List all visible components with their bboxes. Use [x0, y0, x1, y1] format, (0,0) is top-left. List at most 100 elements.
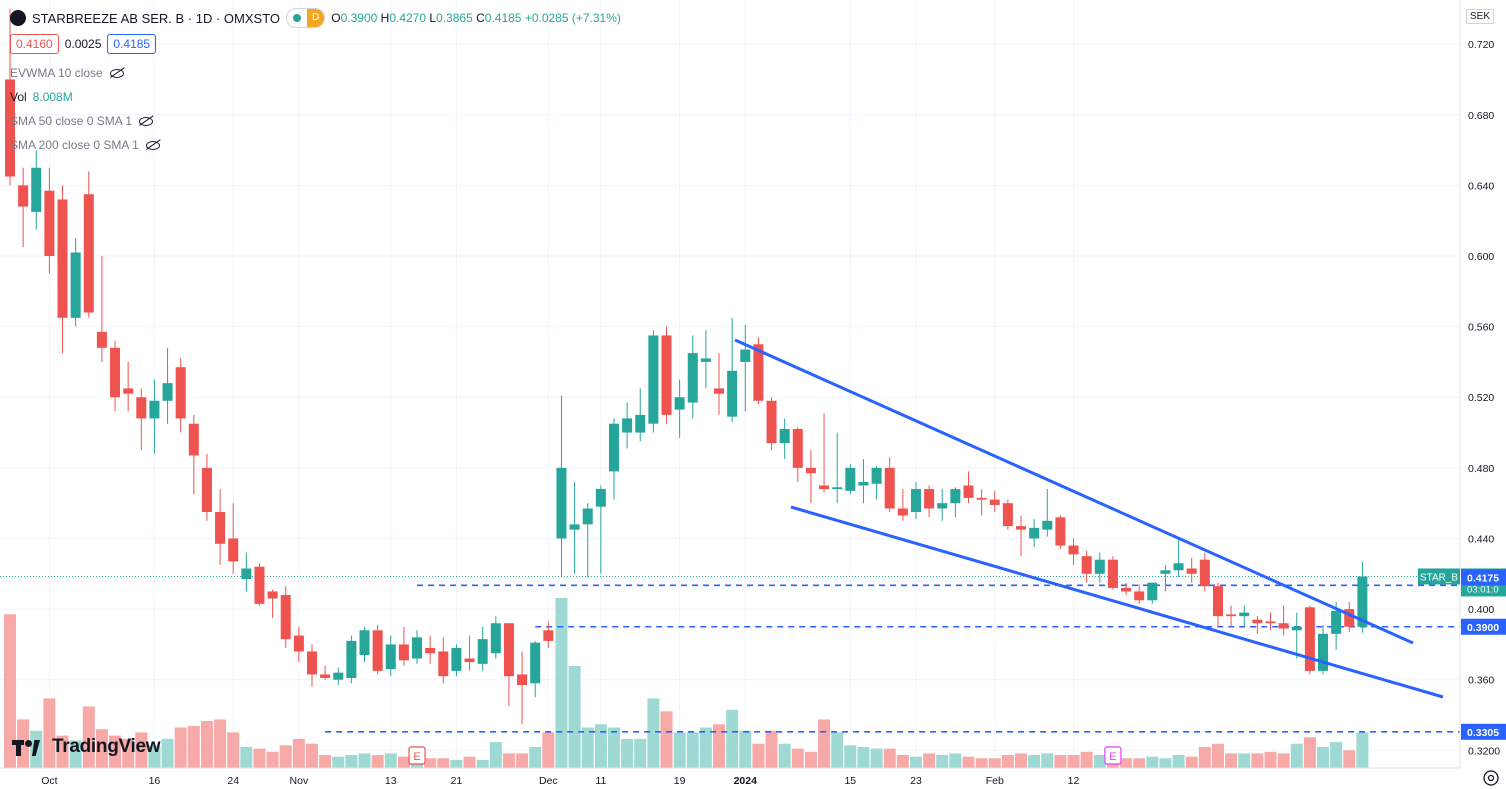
- volume-bar: [1303, 737, 1316, 768]
- volume-bar: [660, 711, 673, 768]
- volume-bar: [713, 724, 726, 768]
- volume-bar: [1120, 758, 1133, 768]
- volume-bar: [791, 748, 804, 768]
- candle-body: [989, 499, 1000, 505]
- candle-body: [1081, 556, 1092, 574]
- price-tick-label: 0.3200: [1468, 745, 1500, 757]
- earnings-marker[interactable]: E: [1104, 746, 1122, 765]
- candle-body: [490, 623, 501, 654]
- volume-bar: [1251, 753, 1264, 768]
- volume-bar: [1041, 753, 1054, 768]
- upper-trendline[interactable]: [734, 338, 1414, 645]
- settings-icon[interactable]: [1483, 770, 1499, 786]
- date-tick-label: Nov: [290, 775, 309, 787]
- candle-body: [1121, 587, 1132, 592]
- currency-button[interactable]: SEK: [1466, 9, 1495, 24]
- candle-body: [832, 487, 843, 490]
- price-tick-label: 0.560: [1468, 322, 1494, 334]
- candle-body: [346, 640, 357, 678]
- volume-bar: [384, 753, 397, 768]
- candle-body: [937, 503, 948, 509]
- volume-bar: [542, 732, 555, 768]
- candle-body: [1160, 570, 1171, 574]
- volume-bar: [1356, 732, 1369, 768]
- price-axis[interactable]: [1459, 0, 1506, 768]
- indicator-sma200[interactable]: SMA 200 close 0 SMA 1: [10, 138, 161, 152]
- date-tick-label: 12: [1068, 775, 1080, 787]
- volume-bar: [568, 666, 581, 768]
- symbol-title[interactable]: STARBREEZE AB SER. B · 1D · OMXSTO: [32, 10, 281, 26]
- candle-body: [438, 651, 449, 677]
- volume-bar: [752, 743, 765, 768]
- earnings-marker[interactable]: E: [408, 746, 426, 765]
- price-tick-label: 0.680: [1468, 110, 1494, 122]
- candle-body: [661, 335, 672, 415]
- eye-hidden-icon[interactable]: [109, 68, 125, 78]
- volume-bar: [279, 745, 292, 768]
- trendlines[interactable]: [734, 338, 1444, 699]
- candle-body: [359, 630, 370, 656]
- candle-body: [57, 199, 68, 318]
- ticker-label: STAR_B: [1420, 572, 1458, 583]
- volume-bar: [1343, 750, 1356, 768]
- volume-bar: [883, 748, 896, 768]
- volume-bar: [896, 755, 909, 768]
- eye-hidden-icon[interactable]: [138, 116, 154, 126]
- candle-body: [267, 591, 278, 599]
- volume-bar: [345, 755, 358, 768]
- eye-hidden-icon[interactable]: [145, 140, 161, 150]
- tradingview-logo[interactable]: TradingView: [12, 736, 161, 758]
- candle-body: [1331, 610, 1342, 634]
- price-tick-label: 0.720: [1468, 39, 1494, 51]
- indicator-sma50[interactable]: SMA 50 close 0 SMA 1: [10, 114, 154, 128]
- candle-body: [1212, 586, 1223, 617]
- volume-bar: [1159, 758, 1172, 768]
- candle-body: [819, 485, 830, 490]
- volume-bar: [949, 753, 962, 768]
- volume-bar: [686, 732, 699, 768]
- candle-body: [31, 167, 42, 212]
- candle-body: [1094, 559, 1105, 574]
- volume-bar: [69, 740, 82, 768]
- candle-body: [1239, 612, 1250, 617]
- candle-body: [1291, 626, 1302, 631]
- volume-bar: [870, 748, 883, 768]
- candle-body: [5, 79, 15, 177]
- volume-bar: [988, 758, 1001, 768]
- market-status-pill[interactable]: D: [286, 8, 326, 28]
- date-tick-label: 15: [844, 775, 856, 787]
- candle-body: [845, 467, 856, 491]
- volume-bar: [253, 748, 266, 768]
- candle-body: [241, 568, 252, 580]
- volume-bar: [726, 709, 739, 768]
- volume-bar: [1290, 743, 1303, 768]
- lower-trendline[interactable]: [790, 505, 1444, 699]
- tradingview-wordmark: TradingView: [52, 736, 161, 757]
- earnings-marker-label: E: [413, 751, 420, 763]
- candle-body: [740, 349, 751, 362]
- candle-body: [687, 353, 698, 403]
- candle-body: [96, 331, 107, 348]
- candle-body: [464, 658, 475, 663]
- ohlc-readout: O0.3900 H0.4270 L0.3865 C0.4185 +0.0285 …: [331, 11, 621, 25]
- ask-price[interactable]: 0.4185: [107, 34, 157, 54]
- bid-price[interactable]: 0.4160: [10, 34, 59, 54]
- candle-body: [1186, 568, 1197, 574]
- time-axis[interactable]: [0, 767, 1506, 789]
- candle-body: [648, 335, 659, 424]
- level-price-label: 0.4175: [1467, 572, 1499, 584]
- delayed-badge: D: [307, 9, 325, 27]
- candle-body: [162, 383, 173, 401]
- volume-bar: [1172, 755, 1185, 768]
- date-tick-label: 16: [149, 775, 161, 787]
- level-price-label-bg: [1461, 723, 1506, 740]
- indicator-volume[interactable]: Vol 8.008M: [10, 90, 73, 104]
- volume-bar: [1238, 753, 1251, 768]
- candle-body: [18, 185, 29, 207]
- indicator-evwma[interactable]: EVWMA 10 close: [10, 66, 125, 80]
- volume-bar: [739, 730, 752, 768]
- volume-bar: [122, 738, 135, 768]
- earnings-marker-box: [408, 746, 426, 765]
